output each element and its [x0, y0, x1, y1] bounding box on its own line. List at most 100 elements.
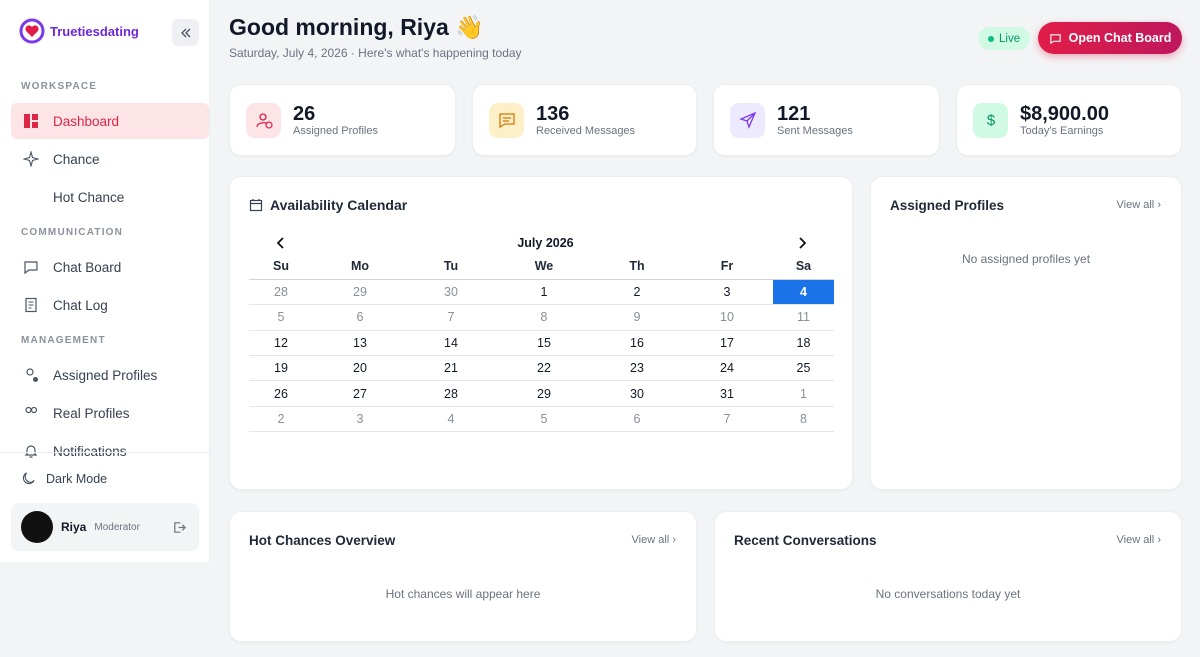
section-label: MANAGEMENT — [21, 334, 106, 346]
week-row: 28 29 30 1 2 3 4 — [249, 279, 834, 306]
empty-state: No conversations today yet — [875, 587, 1021, 601]
view-all[interactable]: View all › — [1116, 199, 1161, 211]
logo[interactable]: Truetiesdating — [18, 17, 139, 45]
week-row: 19 20 21 22 23 24 25 — [249, 355, 834, 382]
weekday: Fr — [681, 254, 773, 280]
day-cell[interactable]: 26 — [249, 380, 313, 407]
day-cell[interactable]: 8 — [495, 304, 593, 331]
day-cell[interactable]: 7 — [407, 304, 495, 331]
day-cell[interactable]: 30 — [407, 279, 495, 306]
day-cell[interactable]: 11 — [773, 304, 834, 331]
stat-card: 26 Assigned Profiles — [229, 84, 456, 156]
view-all-label: View all — [1116, 534, 1155, 546]
dark-mode-toggle[interactable]: Dark Mode — [21, 471, 107, 486]
week-row: 5 6 7 8 9 10 11 — [249, 304, 834, 331]
day-cell[interactable]: 8 — [773, 406, 834, 433]
day-cell[interactable]: 21 — [407, 355, 495, 382]
day-cell[interactable]: 12 — [249, 330, 313, 357]
day-cell[interactable]: 30 — [593, 380, 681, 407]
day-cell[interactable]: 29 — [495, 380, 593, 407]
day-cell[interactable]: 3 — [313, 406, 407, 433]
day-cell[interactable]: 10 — [681, 304, 773, 331]
day-cell[interactable]: 6 — [593, 406, 681, 433]
live-badge: Live — [978, 27, 1031, 50]
nav-item[interactable]: Chance — [11, 141, 209, 177]
day-cell[interactable]: 23 — [593, 355, 681, 382]
day-cell[interactable]: 1 — [773, 380, 834, 407]
open-chat-button[interactable]: Open Chat Board — [1038, 22, 1182, 54]
stat-card: $ $8,900.00 Today's Earnings — [956, 84, 1182, 156]
greeting: Good morning, Riya 👋 — [229, 14, 484, 40]
nav-item[interactable]: Notifications — [11, 433, 209, 469]
day-cell[interactable]: 9 — [593, 304, 681, 331]
day-cell[interactable]: 20 — [313, 355, 407, 382]
day-cell[interactable]: 16 — [593, 330, 681, 357]
chat-icon — [1049, 33, 1061, 44]
nav-item[interactable]: Assigned Profiles — [11, 357, 209, 393]
weekday-row: Su Mo Tu We Th Fr Sa — [249, 254, 834, 280]
user-role: Moderator — [94, 521, 140, 533]
month-nav: July 2026 — [249, 233, 834, 253]
stat-label: Assigned Profiles — [293, 125, 378, 137]
day-cell[interactable]: 5 — [495, 406, 593, 433]
section-label: COMMUNICATION — [21, 226, 124, 238]
weekday: Su — [249, 254, 313, 280]
next-month[interactable] — [797, 237, 807, 249]
view-all[interactable]: View all › — [631, 534, 676, 546]
day-cell[interactable]: 1 — [495, 279, 593, 306]
avatar — [21, 511, 53, 543]
collapse-icon — [180, 28, 190, 37]
day-cell[interactable]: 22 — [495, 355, 593, 382]
day-cell[interactable]: 31 — [681, 380, 773, 407]
stat-label: Received Messages — [536, 125, 636, 137]
card-title: Hot Chances Overview — [249, 533, 396, 548]
day-cell[interactable]: 29 — [313, 279, 407, 306]
calendar-grid: Su Mo Tu We Th Fr Sa 28 29 30 1 2 3 4 5 6 7 8 9 10 11 12 13 14 1… — [249, 254, 834, 433]
day-cell[interactable]: 28 — [249, 279, 313, 306]
svg-text:$: $ — [986, 112, 995, 129]
day-cell[interactable]: 2 — [249, 406, 313, 433]
day-cell[interactable]: 19 — [249, 355, 313, 382]
day-cell[interactable]: 13 — [313, 330, 407, 357]
day-cell[interactable]: 24 — [681, 355, 773, 382]
day-cell[interactable]: 14 — [407, 330, 495, 357]
day-cell[interactable]: 15 — [495, 330, 593, 357]
view-all[interactable]: View all › — [1116, 534, 1161, 546]
nav-item[interactable]: Chat Log — [11, 287, 209, 323]
nav-label: Chance — [53, 151, 100, 167]
day-cell[interactable]: 27 — [313, 380, 407, 407]
prev-month[interactable] — [276, 237, 286, 249]
nav-item[interactable]: Chat Board — [11, 249, 209, 285]
nav-icon — [23, 189, 39, 205]
day-cell[interactable]: 2 — [593, 279, 681, 306]
stat-icon — [489, 102, 524, 138]
day-cell[interactable]: 7 — [681, 406, 773, 433]
day-cell[interactable]: 4 — [773, 279, 834, 306]
divider — [0, 452, 210, 453]
nav-item[interactable]: Real Profiles — [11, 395, 209, 431]
day-cell[interactable]: 17 — [681, 330, 773, 357]
day-cell[interactable]: 18 — [773, 330, 834, 357]
hot-chances-card: Hot Chances Overview View all › Hot chan… — [229, 511, 697, 642]
empty-state: No assigned profiles yet — [961, 252, 1091, 266]
day-cell[interactable]: 25 — [773, 355, 834, 382]
day-cell[interactable]: 5 — [249, 304, 313, 331]
calendar-header: Availability Calendar — [249, 197, 407, 213]
day-cell[interactable]: 3 — [681, 279, 773, 306]
collapse-button[interactable] — [172, 19, 199, 46]
card-title: Recent Conversations — [734, 533, 877, 548]
stat-card: 121 Sent Messages — [713, 84, 940, 156]
logout-icon[interactable] — [172, 520, 187, 535]
day-cell[interactable]: 6 — [313, 304, 407, 331]
nav-item[interactable]: Hot Chance — [11, 179, 209, 215]
icon — [498, 113, 515, 129]
day-cell[interactable]: 28 — [407, 380, 495, 407]
stat-card: 136 Received Messages — [472, 84, 697, 156]
stat-value: $8,900.00 — [1020, 103, 1109, 125]
nav-item[interactable]: Dashboard — [11, 103, 209, 139]
day-cell[interactable]: 4 — [407, 406, 495, 433]
calendar-icon — [249, 199, 263, 212]
stat-label: Sent Messages — [777, 125, 853, 137]
